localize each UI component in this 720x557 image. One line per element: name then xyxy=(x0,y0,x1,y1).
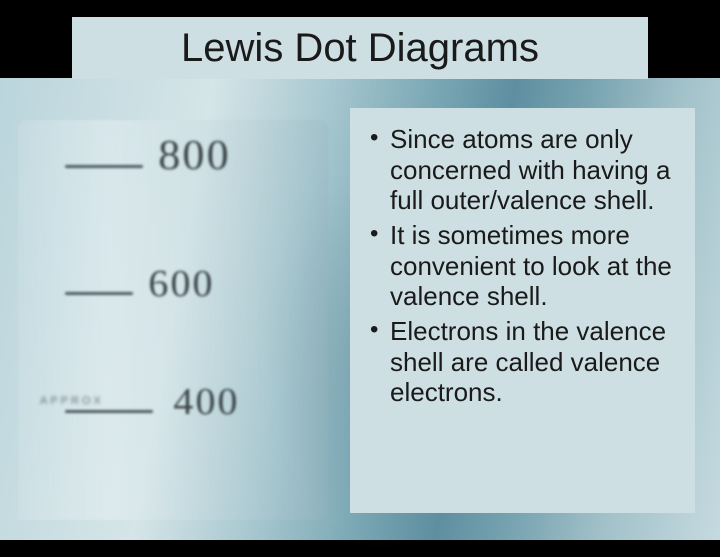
title-box: Lewis Dot Diagrams xyxy=(72,17,648,79)
beaker-label: 800 xyxy=(158,132,230,180)
beaker-label: 400 xyxy=(173,380,239,424)
bullet-item: It is sometimes more convenient to look … xyxy=(364,220,683,312)
bullet-item: Since atoms are only concerned with havi… xyxy=(364,124,683,216)
bullet-item: Electrons in the valence shell are calle… xyxy=(364,316,683,408)
beaker-approx-label: APPROX xyxy=(40,395,104,407)
slide-title: Lewis Dot Diagrams xyxy=(181,26,539,71)
content-box: Since atoms are only concerned with havi… xyxy=(350,108,695,513)
beaker-label: 600 xyxy=(148,262,214,306)
beaker-mark xyxy=(65,165,143,168)
beaker-graphic xyxy=(18,120,328,520)
beaker-mark xyxy=(65,410,153,413)
bullet-list: Since atoms are only concerned with havi… xyxy=(364,124,683,408)
beaker-mark xyxy=(65,292,133,295)
